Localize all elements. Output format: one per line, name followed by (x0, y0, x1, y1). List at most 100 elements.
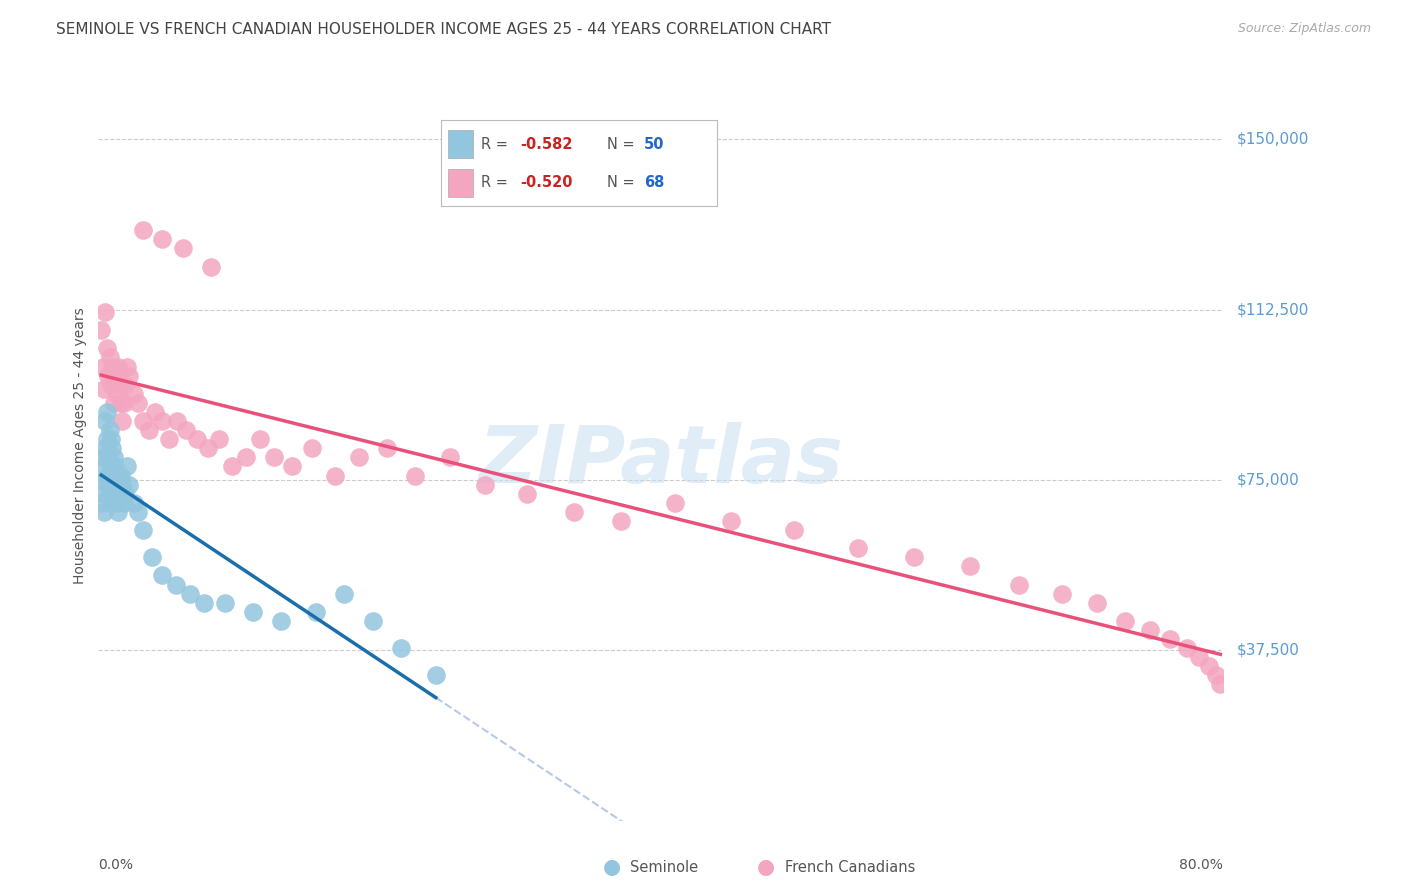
Point (115, 359, 138, 374)
Text: ●: ● (603, 857, 620, 877)
Point (783, 523, 806, 537)
Point (100, 459, 122, 474)
Point (347, 450, 370, 465)
Point (263, 450, 285, 465)
Point (91, 359, 114, 374)
Point (1159, 632, 1181, 646)
Text: 80.0%: 80.0% (1180, 858, 1223, 872)
Point (214, 596, 236, 610)
Point (903, 550, 925, 565)
Point (193, 596, 215, 610)
Point (122, 386, 145, 401)
Text: $37,500: $37,500 (1237, 643, 1301, 657)
Point (105, 496, 128, 510)
Text: SEMINOLE VS FRENCH CANADIAN HOUSEHOLDER INCOME AGES 25 - 44 YEARS CORRELATION CH: SEMINOLE VS FRENCH CANADIAN HOUSEHOLDER … (56, 22, 831, 37)
Point (720, 514, 742, 528)
Point (96, 342, 118, 356)
Point (141, 550, 163, 565)
Point (100, 432, 122, 446)
Point (105, 468, 128, 483)
Point (90, 496, 112, 510)
Point (208, 432, 231, 446)
Point (111, 477, 134, 491)
Point (127, 396, 149, 410)
Point (361, 614, 384, 628)
Point (91, 473, 114, 487)
Point (96, 405, 118, 419)
Y-axis label: Householder Income Ages 25 - 44 years: Householder Income Ages 25 - 44 years (73, 308, 87, 584)
Text: 0.0%: 0.0% (98, 858, 134, 872)
Point (101, 442, 124, 456)
Point (104, 486, 127, 500)
Point (97, 477, 120, 491)
Point (94, 459, 117, 474)
Text: Source: ZipAtlas.com: Source: ZipAtlas.com (1237, 22, 1371, 36)
Point (165, 577, 187, 591)
Point (112, 396, 135, 410)
Point (1050, 586, 1073, 600)
Point (107, 505, 129, 519)
Point (105, 386, 128, 401)
Point (93, 486, 115, 500)
Point (94, 414, 117, 428)
Point (132, 223, 155, 237)
Point (96, 468, 118, 483)
Point (115, 459, 138, 474)
Point (235, 450, 257, 465)
Point (301, 442, 323, 456)
Point (242, 605, 264, 619)
Point (1209, 677, 1232, 691)
Point (132, 414, 155, 428)
Point (150, 232, 173, 246)
Point (94, 305, 117, 319)
Point (846, 541, 869, 556)
Point (138, 423, 160, 437)
Text: $112,500: $112,500 (1237, 302, 1309, 318)
Point (110, 396, 132, 410)
Text: $150,000: $150,000 (1237, 132, 1309, 147)
Point (97, 450, 120, 465)
Point (221, 459, 243, 474)
Point (664, 496, 686, 510)
Point (100, 377, 122, 392)
Point (389, 641, 412, 656)
Point (101, 496, 124, 510)
Point (323, 468, 346, 483)
Text: ●: ● (758, 857, 775, 877)
Text: Seminole: Seminole (630, 860, 697, 874)
Point (97, 368, 120, 383)
Point (610, 514, 633, 528)
Point (98, 486, 121, 500)
Point (96, 432, 118, 446)
Point (1139, 623, 1161, 637)
Point (166, 414, 188, 428)
Point (143, 405, 166, 419)
Point (1085, 596, 1108, 610)
Point (1175, 641, 1198, 656)
Point (959, 559, 981, 574)
Point (90, 323, 112, 337)
Point (281, 459, 304, 474)
Point (174, 423, 197, 437)
Point (103, 396, 125, 410)
Point (98, 423, 121, 437)
Point (104, 459, 127, 474)
Point (333, 586, 356, 600)
Point (101, 468, 124, 483)
Point (150, 568, 173, 582)
Point (91, 450, 114, 465)
Point (1188, 650, 1211, 665)
Point (179, 586, 201, 600)
Point (474, 477, 496, 491)
Point (1114, 614, 1136, 628)
Point (101, 359, 124, 374)
Point (118, 477, 141, 491)
Point (375, 442, 398, 456)
Point (118, 368, 141, 383)
Point (98, 351, 121, 365)
Point (93, 505, 115, 519)
Point (108, 377, 131, 392)
Text: $75,000: $75,000 (1237, 473, 1301, 488)
Point (94, 442, 117, 456)
Point (186, 432, 208, 446)
